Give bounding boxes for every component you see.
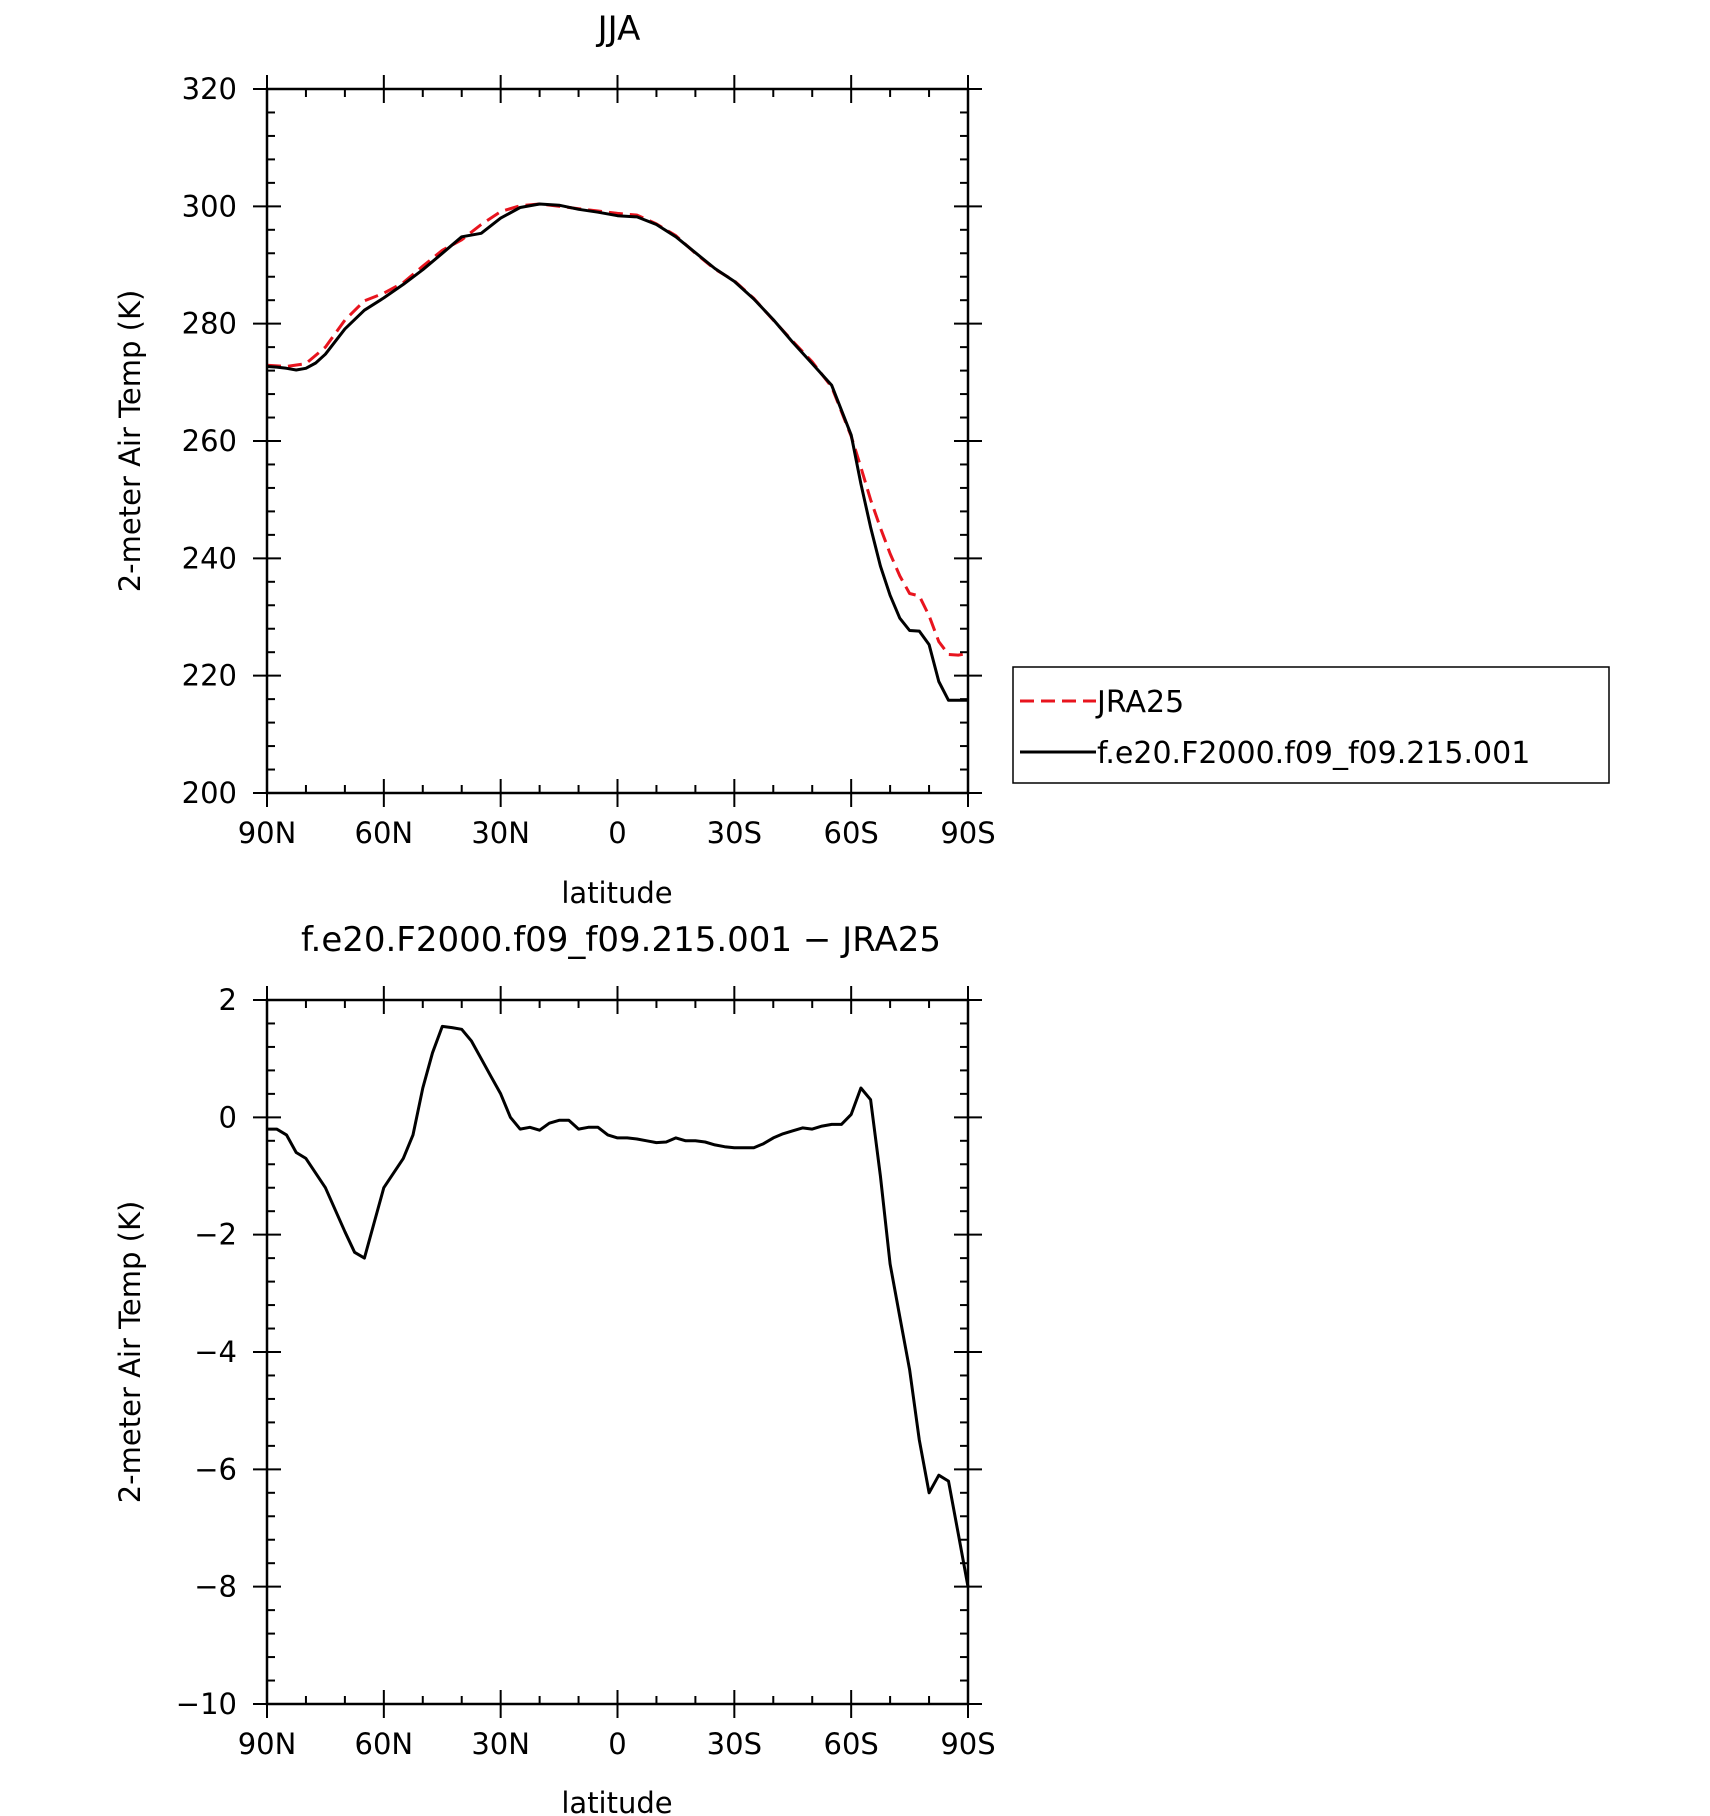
legend-label-model: f.e20.F2000.f09_f09.215.001: [1097, 736, 1530, 771]
panel0-x-tick-label: 90S: [940, 816, 995, 850]
panel1-y-tick-label: 0: [219, 1100, 237, 1134]
top-panel: JJA 90N 60N 30N 0 30S 60S 90S 200 220 240 260 280 3…: [113, 9, 1610, 910]
panel1-x-tick-label: 60S: [824, 1727, 879, 1761]
bottom-chart-title: f.e20.F2000.f09_f09.215.001 − JRA25: [301, 920, 941, 960]
panel0-y-tick-label: 280: [182, 307, 237, 341]
panel1-x-tick-label: 90N: [238, 1727, 297, 1761]
panel1-x-tick-label: 90S: [940, 1727, 995, 1761]
panel0-y-tick-label: 300: [182, 189, 237, 223]
bottom-series-group: [267, 1024, 970, 1587]
top-plot-frame: [265, 87, 970, 795]
bottom-plot-frame: [265, 998, 970, 1706]
bottom-y-tick-labels: −10 −8 −6 −4 −2 0 2: [176, 983, 237, 1721]
panel1-y-tick-label: −2: [194, 1218, 237, 1252]
panel0-y-tick-label: 220: [182, 659, 237, 693]
legend: JRA25 f.e20.F2000.f09_f09.215.001: [1012, 666, 1610, 784]
top-y-tick-labels: 200 220 240 260 280 300 320: [182, 72, 237, 810]
panel0-x-tick-label: 90N: [238, 816, 297, 850]
bottom-x-axis-label: latitude: [561, 1786, 672, 1816]
top-series-group: [266, 202, 969, 702]
top-x-axis-label: latitude: [561, 876, 672, 910]
top-tick-marks: [253, 75, 982, 807]
panel0-y-tick-label: 320: [182, 72, 237, 106]
panel0-x-tick-label: 30S: [707, 816, 762, 850]
legend-label-jra25: JRA25: [1095, 685, 1184, 720]
panel0-x-tick-label: 60S: [824, 816, 879, 850]
panel1-y-tick-label: −8: [194, 1570, 237, 1604]
bottom-panel: f.e20.F2000.f09_f09.215.001 − JRA25 90N 6…: [113, 920, 996, 1816]
bottom-tick-marks: [253, 986, 982, 1718]
panel0-series-line-0: [266, 202, 969, 657]
panel0-y-tick-label: 200: [182, 776, 237, 810]
panel0-x-tick-label: 30N: [471, 816, 530, 850]
panel1-x-tick-label: 60N: [355, 1727, 414, 1761]
top-y-axis-label: 2-meter Air Temp (K): [113, 290, 147, 593]
panel1-x-tick-label: 30S: [707, 1727, 762, 1761]
panel1-y-tick-label: 2: [219, 983, 237, 1017]
bottom-y-axis-label: 2-meter Air Temp (K): [113, 1201, 147, 1504]
panel0-x-tick-label: 60N: [355, 816, 414, 850]
legend-box: [1012, 666, 1610, 784]
panel0-series-line-1: [266, 202, 968, 702]
panel0-y-tick-label: 240: [182, 541, 237, 575]
top-chart-title: JJA: [596, 9, 641, 49]
panel1-y-tick-label: −6: [194, 1452, 237, 1486]
panel1-series-line-0: [267, 1024, 970, 1587]
panel1-x-tick-label: 0: [608, 1727, 626, 1761]
panel1-y-tick-label: −4: [194, 1335, 237, 1369]
panel0-x-tick-label: 0: [608, 816, 626, 850]
panel0-y-tick-label: 260: [182, 424, 237, 458]
panel1-x-tick-label: 30N: [471, 1727, 530, 1761]
top-x-tick-labels: 90N 60N 30N 0 30S 60S 90S: [238, 816, 996, 850]
bottom-x-tick-labels: 90N 60N 30N 0 30S 60S 90S: [238, 1727, 996, 1761]
panel1-y-tick-label: −10: [176, 1687, 237, 1721]
